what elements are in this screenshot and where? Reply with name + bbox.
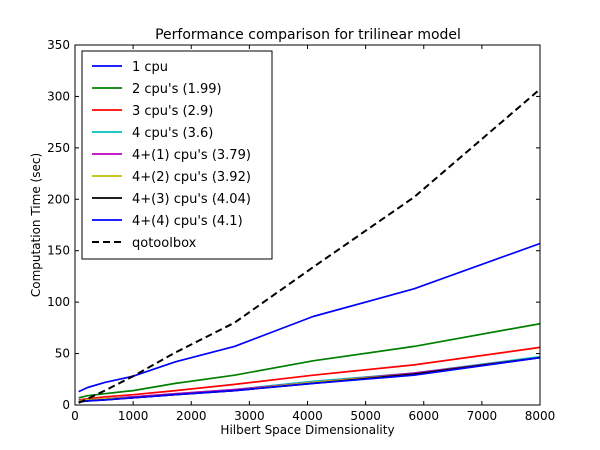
y-tick-label: 300 bbox=[47, 89, 70, 103]
x-tick-label: 6000 bbox=[408, 409, 439, 423]
legend-entry-label: 2 cpu's (1.99) bbox=[132, 82, 222, 97]
x-axis-label: Hilbert Space Dimensionality bbox=[220, 423, 394, 437]
legend-entry-label: 4+(1) cpu's (3.79) bbox=[132, 148, 251, 163]
x-tick-label: 1000 bbox=[118, 409, 149, 423]
legend: 1 cpu 2 cpu's (1.99) 3 cpu's (2.9) 4 cpu's … bbox=[81, 50, 273, 260]
y-tick-label: 200 bbox=[47, 192, 70, 206]
series-line-2 bbox=[78, 322, 540, 399]
y-tick-label: 350 bbox=[47, 38, 70, 52]
legend-box bbox=[81, 50, 273, 260]
legend-entry-label: 3 cpu's (2.9) bbox=[132, 104, 213, 119]
y-tick-label: 100 bbox=[47, 295, 70, 309]
legend-entry-label: 4+(3) cpu's (4.04) bbox=[132, 192, 251, 207]
series-line-1 bbox=[78, 242, 540, 393]
x-tick-label: 0 bbox=[71, 409, 79, 423]
series-line-6 bbox=[78, 356, 540, 402]
legend-entry-label: 4+(4) cpu's (4.1) bbox=[132, 214, 243, 229]
legend-entry-label: 4 cpu's (3.6) bbox=[132, 126, 213, 141]
legend-entry-label: 1 cpu bbox=[132, 60, 168, 75]
axis-ticks: 0 1000 2000 3000 4000 5000 6000 7000 8000 0 50 100 1… bbox=[47, 38, 555, 423]
x-tick-label: 5000 bbox=[350, 409, 381, 423]
series-line-5 bbox=[78, 356, 540, 402]
plot-content bbox=[78, 88, 540, 404]
y-tick-label: 0 bbox=[62, 398, 70, 412]
x-tick-label: 8000 bbox=[525, 409, 556, 423]
x-tick-label: 3000 bbox=[234, 409, 265, 423]
y-tick-label: 50 bbox=[55, 347, 70, 361]
legend-entry-label: 4+(2) cpu's (3.92) bbox=[132, 170, 251, 185]
x-tick-label: 2000 bbox=[176, 409, 207, 423]
y-tick-label: 250 bbox=[47, 141, 70, 155]
series-line-3 bbox=[78, 346, 540, 401]
x-tick-label: 7000 bbox=[467, 409, 498, 423]
series-line-4 bbox=[78, 355, 540, 402]
series-line-8 bbox=[78, 356, 540, 403]
chart-title: Performance comparison for trilinear mod… bbox=[155, 27, 461, 43]
y-tick-label: 150 bbox=[47, 244, 70, 258]
x-tick-label: 4000 bbox=[292, 409, 323, 423]
y-axis-label: Computation Time (sec) bbox=[29, 153, 43, 297]
series-line-9 bbox=[78, 88, 540, 404]
legend-entry-label: qotoolbox bbox=[132, 236, 197, 251]
